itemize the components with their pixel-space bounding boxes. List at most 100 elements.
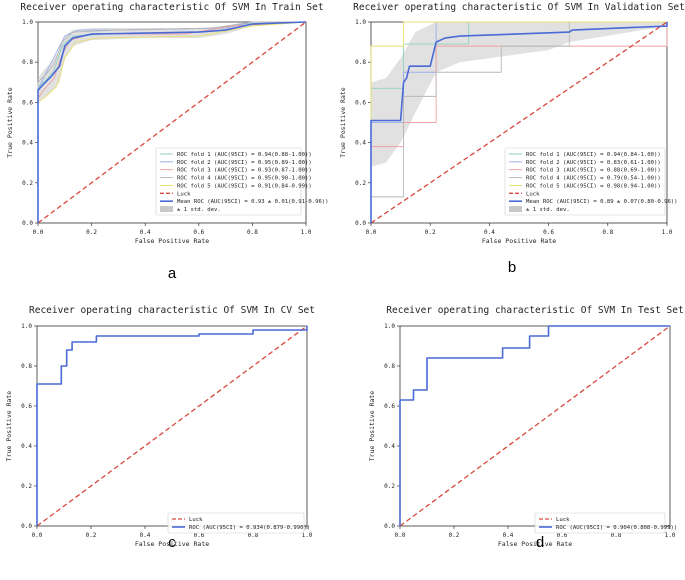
y-tick-label: 0.0 <box>384 523 395 530</box>
legend-box <box>534 512 666 534</box>
legend-label: ROC fold 5 (AUC(95CI) = 0.91(0.84-0.99)) <box>177 183 312 189</box>
plot-data <box>37 21 307 224</box>
y-tick-label: 0.2 <box>355 180 366 187</box>
legend-box <box>167 512 305 534</box>
x-tick-label: 0.4 <box>140 229 151 236</box>
panel-caption-a: a <box>168 265 177 282</box>
y-tick-label: 0.4 <box>21 443 32 450</box>
y-tick-label: 0.6 <box>21 403 32 410</box>
x-tick-label: 1.0 <box>662 229 673 236</box>
roc-series-4 <box>370 21 667 223</box>
legend-label: ROC fold 3 (AUC(95CI) = 0.88(0.69-1.00)) <box>526 168 661 174</box>
legend-label: Luck <box>189 517 203 523</box>
x-tick-label: 1.0 <box>665 532 676 539</box>
x-tick-label: 1.0 <box>302 532 313 539</box>
x-tick-label: 0.0 <box>32 532 43 539</box>
roc-series-luck <box>370 21 668 224</box>
y-tick-label: 0.8 <box>384 363 395 370</box>
legend-label: Luck <box>556 517 570 523</box>
legend: Luck ROC (AUC(95CI) = 0.904(0.808-0.999)) <box>534 512 677 534</box>
x-axis-label: False Positive Rate <box>135 237 209 245</box>
x-axis-label: False Positive Rate <box>482 237 556 245</box>
x-tick-label: 0.2 <box>86 229 97 236</box>
roc-panel-d: Receiver operating characteristic Of SVM… <box>368 305 684 548</box>
y-tick-label: 0.0 <box>355 220 366 227</box>
y-tick-label: 0.4 <box>355 140 366 147</box>
x-tick-label: 0.0 <box>33 229 44 236</box>
roc-series-3 <box>370 21 667 223</box>
x-tick-label: 0.6 <box>557 532 568 539</box>
legend-label: ROC (AUC(95CI) = 0.934(0.879-0.990)) <box>189 525 310 531</box>
y-tick-label: 0.4 <box>384 443 395 450</box>
y-tick-label: 0.0 <box>21 523 32 530</box>
x-tick-label: 0.6 <box>193 229 204 236</box>
plot-data <box>370 21 668 224</box>
x-tick-label: 0.2 <box>86 532 97 539</box>
legend-box <box>504 147 666 216</box>
x-tick-label: 0.8 <box>611 532 622 539</box>
legend: ROC fold 1 (AUC(95CI) = 0.94(0.84-1.00))… <box>504 147 678 216</box>
chart-title: Receiver operating characteristic Of SVM… <box>353 2 685 13</box>
panel-caption-d: d <box>536 534 544 551</box>
y-tick-label: 0.8 <box>21 363 32 370</box>
legend-label: Luck <box>526 191 540 197</box>
roc-panel-b: Receiver operating characteristic Of SVM… <box>339 2 685 245</box>
panel-caption-c: c <box>168 534 176 551</box>
y-tick-label: 0.0 <box>22 220 33 227</box>
roc-series-4 <box>37 21 307 223</box>
chart-title: Receiver operating characteristic Of SVM… <box>386 305 683 316</box>
y-axis-label: True Positive Rate <box>339 87 347 158</box>
roc-series-6 <box>37 21 307 223</box>
y-axis-label: True Positive Rate <box>368 391 376 462</box>
x-tick-label: 0.4 <box>503 532 514 539</box>
x-tick-label: 0.4 <box>140 532 151 539</box>
legend-label: ROC (AUC(95CI) = 0.904(0.808-0.999)) <box>556 525 677 531</box>
legend: Luck ROC (AUC(95CI) = 0.934(0.879-0.990)) <box>167 512 310 534</box>
legend-label: ± 1 std. dev. <box>177 207 221 213</box>
std-dev-band <box>38 22 306 223</box>
roc-series-1 <box>399 325 670 526</box>
x-tick-label: 1.0 <box>301 229 312 236</box>
x-tick-label: 0.2 <box>425 229 436 236</box>
legend-label: ROC fold 5 (AUC(95CI) = 0.98(0.94-1.00)) <box>526 183 661 189</box>
legend-label: ROC fold 3 (AUC(95CI) = 0.93(0.87-1.00)) <box>177 168 312 174</box>
legend-label: Luck <box>177 191 191 197</box>
legend-label: Mean ROC (AUC(95CI) = 0.89 ± 0.07(0.80-0… <box>526 199 678 205</box>
legend-box <box>155 147 302 216</box>
legend-label: ROC fold 2 (AUC(95CI) = 0.83(0.61-1.00)) <box>526 160 661 166</box>
roc-series-6 <box>370 22 668 223</box>
x-axis-label: False Positive Rate <box>135 540 209 548</box>
chart-title: Receiver operating characteristic Of SVM… <box>29 305 315 316</box>
y-tick-label: 1.0 <box>355 19 366 26</box>
legend-swatch-band <box>160 206 173 213</box>
roc-series-2 <box>370 22 668 223</box>
y-axis-label: True Positive Rate <box>5 391 13 462</box>
roc-panel-c: Receiver operating characteristic Of SVM… <box>5 305 315 548</box>
plot-data <box>399 325 671 527</box>
y-tick-label: 1.0 <box>384 323 395 330</box>
roc-series-3 <box>37 21 306 223</box>
roc-series-luck <box>36 325 308 527</box>
x-tick-label: 0.8 <box>247 229 258 236</box>
x-tick-label: 0.4 <box>484 229 495 236</box>
x-tick-label: 0.0 <box>366 229 377 236</box>
x-tick-label: 0.8 <box>602 229 613 236</box>
x-tick-label: 0.8 <box>248 532 259 539</box>
y-tick-label: 0.4 <box>22 140 33 147</box>
y-tick-label: 0.8 <box>22 59 33 66</box>
legend: ROC fold 1 (AUC(95CI) = 0.94(0.88-1.00))… <box>155 147 329 216</box>
roc-panel-a: Receiver operating characteristic Of SVM… <box>6 2 329 245</box>
y-axis-label: True Positive Rate <box>6 87 14 158</box>
legend-label: ROC fold 1 (AUC(95CI) = 0.94(0.88-1.00)) <box>177 152 312 158</box>
roc-series-2 <box>37 21 307 223</box>
x-axis-label: False Positive Rate <box>498 540 572 548</box>
y-tick-label: 0.2 <box>22 180 33 187</box>
y-tick-label: 0.2 <box>21 483 32 490</box>
plot-data <box>36 325 308 527</box>
roc-series-1 <box>36 326 308 526</box>
x-tick-label: 0.6 <box>194 532 205 539</box>
y-tick-label: 0.6 <box>355 99 366 106</box>
legend-label: ROC fold 4 (AUC(95CI) = 0.79(0.54-1.00)) <box>526 176 661 182</box>
y-tick-label: 1.0 <box>21 323 32 330</box>
